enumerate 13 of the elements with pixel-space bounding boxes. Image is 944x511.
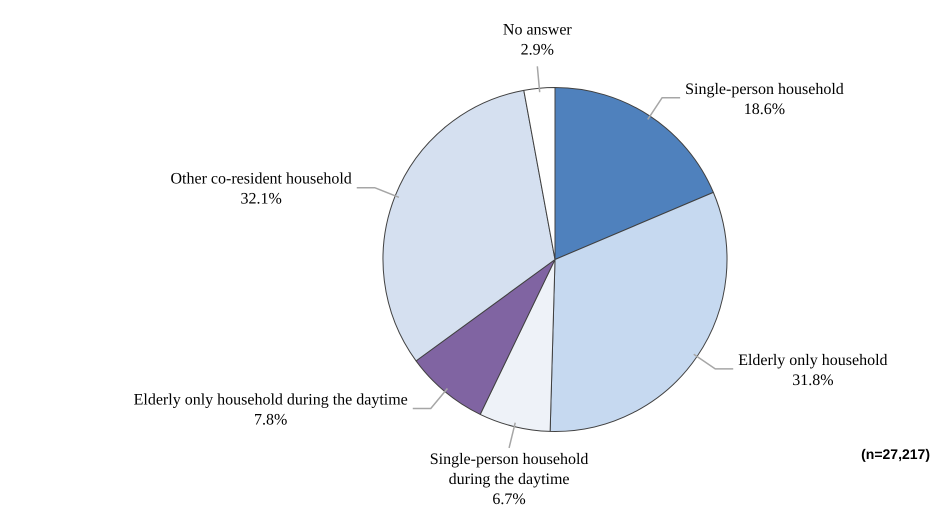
data-label: 2.9% [520, 41, 554, 58]
data-label: 18.6% [744, 100, 786, 118]
slice-label: Other co-resident household [170, 170, 352, 188]
slice-label: Elderly only household [738, 352, 888, 369]
slice-label: No answer [502, 21, 572, 38]
data-label: 7.8% [254, 412, 288, 429]
data-label: 6.7% [492, 490, 526, 508]
text: (n=27,217) [861, 446, 930, 462]
slice-label: Elderly only household during the daytime [134, 392, 408, 409]
data-label: 32.1% [240, 190, 282, 208]
slice-label: Single-person household during the daytime [430, 450, 588, 488]
data-label: 31.8% [792, 372, 834, 389]
slice-label: Single-person household [685, 80, 844, 98]
